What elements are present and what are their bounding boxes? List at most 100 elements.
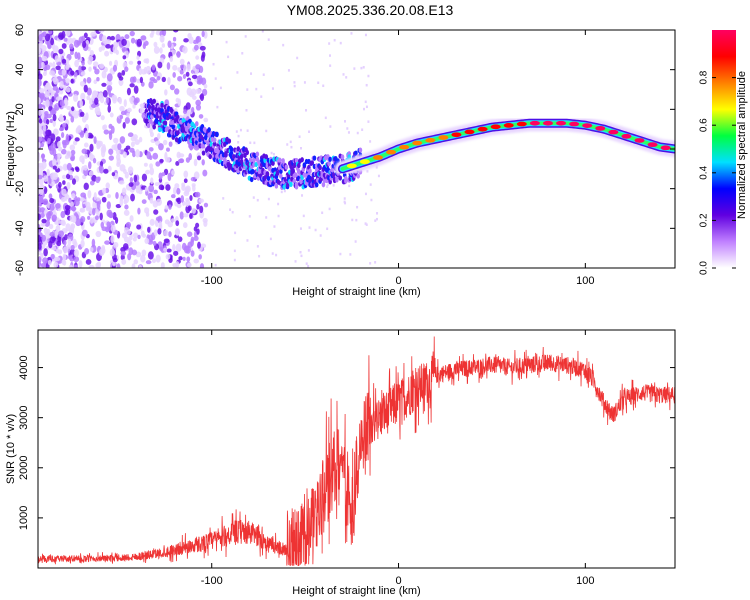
heatmap-noise-cell bbox=[170, 194, 176, 199]
heatmap-band-peak bbox=[346, 163, 357, 169]
heatmap-noise-cell bbox=[120, 250, 127, 256]
heatmap-trace-cell bbox=[147, 104, 152, 110]
heatmap-noise-cell bbox=[167, 76, 171, 86]
heatmap-noise-cell bbox=[350, 32, 353, 35]
heatmap-noise-cell bbox=[41, 153, 45, 161]
heatmap-noise-cell bbox=[47, 40, 52, 49]
heatmap-noise-cell bbox=[121, 69, 126, 76]
heatmap-noise-cell bbox=[370, 198, 373, 202]
heatmap-noise-cell bbox=[301, 194, 304, 197]
heatmap-noise-cell bbox=[38, 242, 42, 250]
heatmap-band-peak bbox=[595, 125, 606, 131]
heatmap-noise-cell bbox=[108, 60, 113, 66]
heatmap-noise-cell bbox=[57, 181, 62, 189]
heatmap-noise-cell bbox=[75, 126, 82, 133]
colorbar: 0.0 0.2 0.4 0.6 0.8 Normalized spectral ampl… bbox=[699, 30, 748, 275]
heatmap-noise-cell bbox=[262, 73, 265, 76]
heatmap-noise-cell bbox=[172, 64, 178, 71]
heatmap-noise-cell bbox=[166, 62, 171, 70]
heatmap-noise-cell bbox=[55, 203, 61, 209]
heatmap-noise-cell bbox=[49, 118, 54, 124]
heatmap-noise-cell bbox=[63, 97, 68, 105]
heatmap-noise-cell bbox=[52, 172, 59, 181]
heatmap-noise-cell bbox=[92, 61, 99, 67]
heatmap-noise-cell bbox=[66, 105, 72, 110]
heatmap-noise-cell bbox=[61, 188, 67, 196]
heatmap-noise-cell bbox=[149, 218, 155, 226]
heatmap-noise-cell bbox=[43, 85, 48, 93]
heatmap-noise-cell bbox=[141, 199, 147, 204]
heatmap-noise-cell bbox=[177, 75, 183, 82]
heatmap-trace-cell bbox=[300, 157, 304, 163]
heatmap-noise-cell bbox=[195, 55, 200, 60]
heatmap-noise-cell bbox=[198, 114, 204, 119]
heatmap-noise-cell bbox=[195, 104, 202, 111]
heatmap-noise-cell bbox=[216, 105, 219, 109]
heatmap-noise-cell bbox=[137, 234, 141, 240]
heatmap-noise-cell bbox=[50, 253, 55, 260]
heatmap-band-peak bbox=[477, 126, 488, 132]
heatmap-noise-cell bbox=[154, 182, 160, 187]
heatmap-noise-cell bbox=[176, 51, 181, 58]
heatmap-noise-cell bbox=[132, 232, 139, 239]
heatmap-band-peak bbox=[529, 120, 540, 126]
heatmap-noise-cell bbox=[163, 238, 170, 244]
heatmap-noise-cell bbox=[159, 47, 163, 54]
heatmap-noise-cell bbox=[191, 207, 196, 214]
heatmap-noise-cell bbox=[328, 42, 331, 45]
spectrogram-y-tick-label: 0 bbox=[14, 146, 26, 152]
heatmap-noise-cell bbox=[185, 199, 191, 208]
heatmap-noise-cell bbox=[170, 218, 176, 223]
heatmap-noise-cell bbox=[69, 201, 74, 208]
heatmap-noise-cell bbox=[344, 120, 346, 123]
heatmap-noise-cell bbox=[149, 167, 155, 176]
heatmap-noise-cell bbox=[185, 71, 190, 77]
heatmap-trace-cell bbox=[171, 124, 176, 130]
heatmap-noise-cell bbox=[93, 192, 97, 201]
spectrogram-y-tick-label: 20 bbox=[14, 103, 26, 115]
heatmap-noise-cell bbox=[52, 85, 59, 91]
heatmap-noise-cell bbox=[87, 190, 92, 199]
heatmap-band-peak bbox=[582, 123, 593, 128]
heatmap-noise-cell bbox=[54, 55, 60, 63]
heatmap-noise-cell bbox=[197, 241, 201, 249]
heatmap-noise-cell bbox=[88, 66, 92, 72]
heatmap-noise-cell bbox=[177, 236, 183, 242]
heatmap-noise-cell bbox=[199, 263, 205, 268]
heatmap-noise-cell bbox=[172, 72, 176, 78]
heatmap-noise-cell bbox=[115, 191, 119, 200]
heatmap-noise-cell bbox=[159, 158, 164, 163]
heatmap-noise-cell bbox=[38, 44, 41, 53]
heatmap-noise-cell bbox=[353, 67, 356, 70]
heatmap-noise-cell bbox=[129, 96, 135, 103]
heatmap-noise-cell bbox=[119, 198, 124, 207]
chart-title: YM08.2025.336.20.08.E13 bbox=[287, 2, 454, 18]
heatmap-noise-cell bbox=[106, 221, 111, 227]
heatmap-noise-cell bbox=[100, 221, 105, 229]
heatmap-noise-cell bbox=[65, 208, 71, 216]
heatmap-noise-cell bbox=[45, 99, 50, 108]
heatmap-noise-cell bbox=[74, 59, 79, 68]
heatmap-noise-cell bbox=[101, 70, 107, 79]
heatmap-trace-cell bbox=[208, 153, 213, 160]
heatmap-noise-cell bbox=[47, 259, 52, 266]
heatmap-noise-cell bbox=[148, 147, 154, 152]
heatmap-noise-cell bbox=[326, 183, 329, 186]
heatmap-noise-cell bbox=[65, 78, 70, 84]
heatmap-noise-cell bbox=[85, 112, 89, 121]
heatmap-noise-cell bbox=[125, 145, 131, 150]
heatmap-noise-cell bbox=[86, 95, 91, 101]
heatmap-noise-cell bbox=[41, 234, 46, 242]
heatmap-band-peak bbox=[608, 129, 619, 135]
heatmap-noise-cell bbox=[193, 171, 200, 180]
heatmap-noise-cell bbox=[258, 254, 261, 258]
heatmap-noise-cell bbox=[201, 159, 205, 166]
heatmap-noise-cell bbox=[328, 207, 331, 211]
heatmap-noise-cell bbox=[346, 127, 349, 130]
heatmap-noise-cell bbox=[159, 246, 163, 251]
heatmap-noise-cell bbox=[168, 141, 173, 147]
heatmap-noise-cell bbox=[85, 130, 89, 139]
heatmap-noise-cell bbox=[82, 40, 87, 49]
heatmap-noise-cell bbox=[237, 134, 240, 138]
heatmap-noise-cell bbox=[129, 76, 135, 84]
